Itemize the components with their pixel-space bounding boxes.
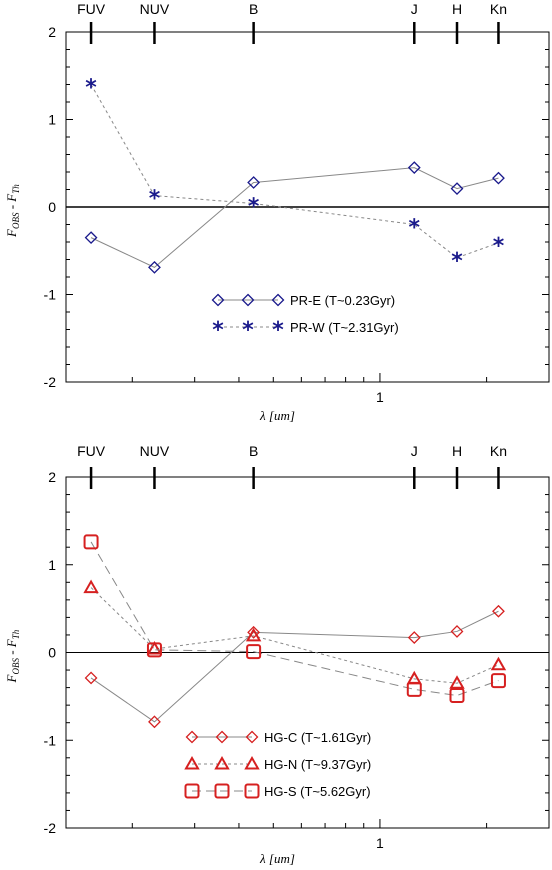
data-point: * <box>451 249 463 274</box>
y-axis-title-subscript: Th <box>11 629 21 639</box>
legend-marker <box>184 783 200 799</box>
data-point <box>449 675 465 689</box>
series-0: PR-E (T~0.23Gyr) <box>84 161 505 308</box>
legend-marker <box>214 755 230 770</box>
y-tick-label: 1 <box>48 112 56 128</box>
data-point <box>146 642 162 658</box>
chart-panel-bottom: 2 1 0 -1 -2 1 FUV NUV B J H Kn λ [um] FOBS - FTh HG-C … <box>4 443 550 866</box>
band-label: B <box>249 1 258 17</box>
legend-marker: * <box>242 318 254 343</box>
data-point <box>492 171 505 185</box>
legend-marker <box>211 293 225 307</box>
series-line <box>90 84 499 259</box>
band-label: FUV <box>77 443 106 459</box>
y-tick-label: -2 <box>44 374 57 390</box>
data-point <box>148 260 161 274</box>
y-tick-label: -1 <box>44 732 57 748</box>
data-point: * <box>85 76 97 101</box>
y-tick-label: 0 <box>48 199 56 215</box>
band-label: Kn <box>490 1 507 17</box>
y-tick-label: 1 <box>48 557 56 573</box>
y-axis-title-part: - F <box>4 193 19 213</box>
y-axis-title-part: - F <box>4 638 19 658</box>
x-tick-label: 1 <box>376 835 384 851</box>
band-label: H <box>452 443 462 459</box>
data-point: * <box>409 216 421 241</box>
data-point: * <box>493 234 505 259</box>
chart-panel-top: 2 1 0 -1 -2 1 FUV NUV B J H Kn λ [um] FOBS - FTh PR-E … <box>4 1 550 423</box>
x-tick-label: 1 <box>376 389 384 405</box>
series-line <box>90 587 499 684</box>
data-point <box>247 625 261 639</box>
legend-label: PR-E (T~0.23Gyr) <box>290 293 395 308</box>
y-tick-label: 0 <box>48 645 56 661</box>
data-point: * <box>149 187 161 212</box>
data-point <box>83 579 99 594</box>
legend-label: HG-C (T~1.61Gyr) <box>264 730 371 745</box>
series-1: HG-N (T~9.37Gyr) <box>83 579 507 772</box>
data-point <box>492 604 505 618</box>
legend-label: PR-W (T~2.31Gyr) <box>290 320 399 335</box>
series-2: HG-S (T~5.62Gyr) <box>83 534 506 799</box>
data-point <box>490 673 506 689</box>
series-line <box>90 541 499 697</box>
y-axis-title: FOBS - FTh <box>4 629 21 683</box>
legend-marker: * <box>272 318 284 343</box>
data-point <box>450 625 464 638</box>
series-line <box>90 610 499 723</box>
y-axis-title-part: F <box>4 674 19 684</box>
data-point <box>407 161 421 175</box>
y-axis-title-part: F <box>4 228 19 238</box>
data-point: * <box>248 195 260 220</box>
y-tick-label: 2 <box>48 24 56 40</box>
series-1: * * * * * * * * * PR-W (T~2.31Gyr) <box>85 76 504 344</box>
data-point <box>450 182 464 196</box>
y-axis-title-subscript: OBS <box>11 658 21 675</box>
band-label: J <box>411 1 418 17</box>
y-tick-label: -2 <box>44 820 57 836</box>
legend-label: HG-N (T~9.37Gyr) <box>264 757 371 772</box>
band-label: NUV <box>140 443 170 459</box>
legend-marker <box>244 755 260 770</box>
data-point <box>84 231 98 245</box>
series-line <box>90 167 499 268</box>
legend-marker <box>271 293 285 307</box>
y-tick-label: -1 <box>44 287 57 303</box>
y-axis-title-subscript: OBS <box>11 212 21 229</box>
x-axis-title: λ [um] <box>259 851 295 866</box>
data-point <box>490 656 507 671</box>
data-point <box>148 715 161 729</box>
legend-marker <box>245 730 259 744</box>
data-point <box>247 176 261 189</box>
legend-marker <box>185 730 199 744</box>
data-point <box>407 631 421 645</box>
y-tick-label: 2 <box>48 469 56 485</box>
x-axis-title: λ [um] <box>259 408 295 423</box>
series-0: HG-C (T~1.61Gyr) <box>84 604 505 745</box>
band-label: FUV <box>77 1 106 17</box>
data-point <box>84 671 98 685</box>
data-point <box>146 640 163 655</box>
legend-marker <box>214 783 230 799</box>
legend-marker: * <box>212 318 224 343</box>
band-label: Kn <box>490 443 507 459</box>
y-axis-title-subscript: Th <box>11 184 21 194</box>
legend-marker <box>184 755 200 770</box>
y-axis-title: FOBS - FTh <box>4 184 21 238</box>
data-point <box>406 681 422 697</box>
band-label: B <box>249 443 258 459</box>
data-point <box>449 687 465 703</box>
legend-label: HG-S (T~5.62Gyr) <box>264 784 371 799</box>
legend-marker <box>215 730 229 744</box>
band-label: J <box>411 443 418 459</box>
data-point <box>246 644 262 660</box>
legend-marker <box>244 783 260 799</box>
legend-marker <box>241 293 255 307</box>
band-label: NUV <box>140 1 170 17</box>
data-point <box>83 534 99 550</box>
band-label: H <box>452 1 462 17</box>
data-point <box>245 627 262 642</box>
